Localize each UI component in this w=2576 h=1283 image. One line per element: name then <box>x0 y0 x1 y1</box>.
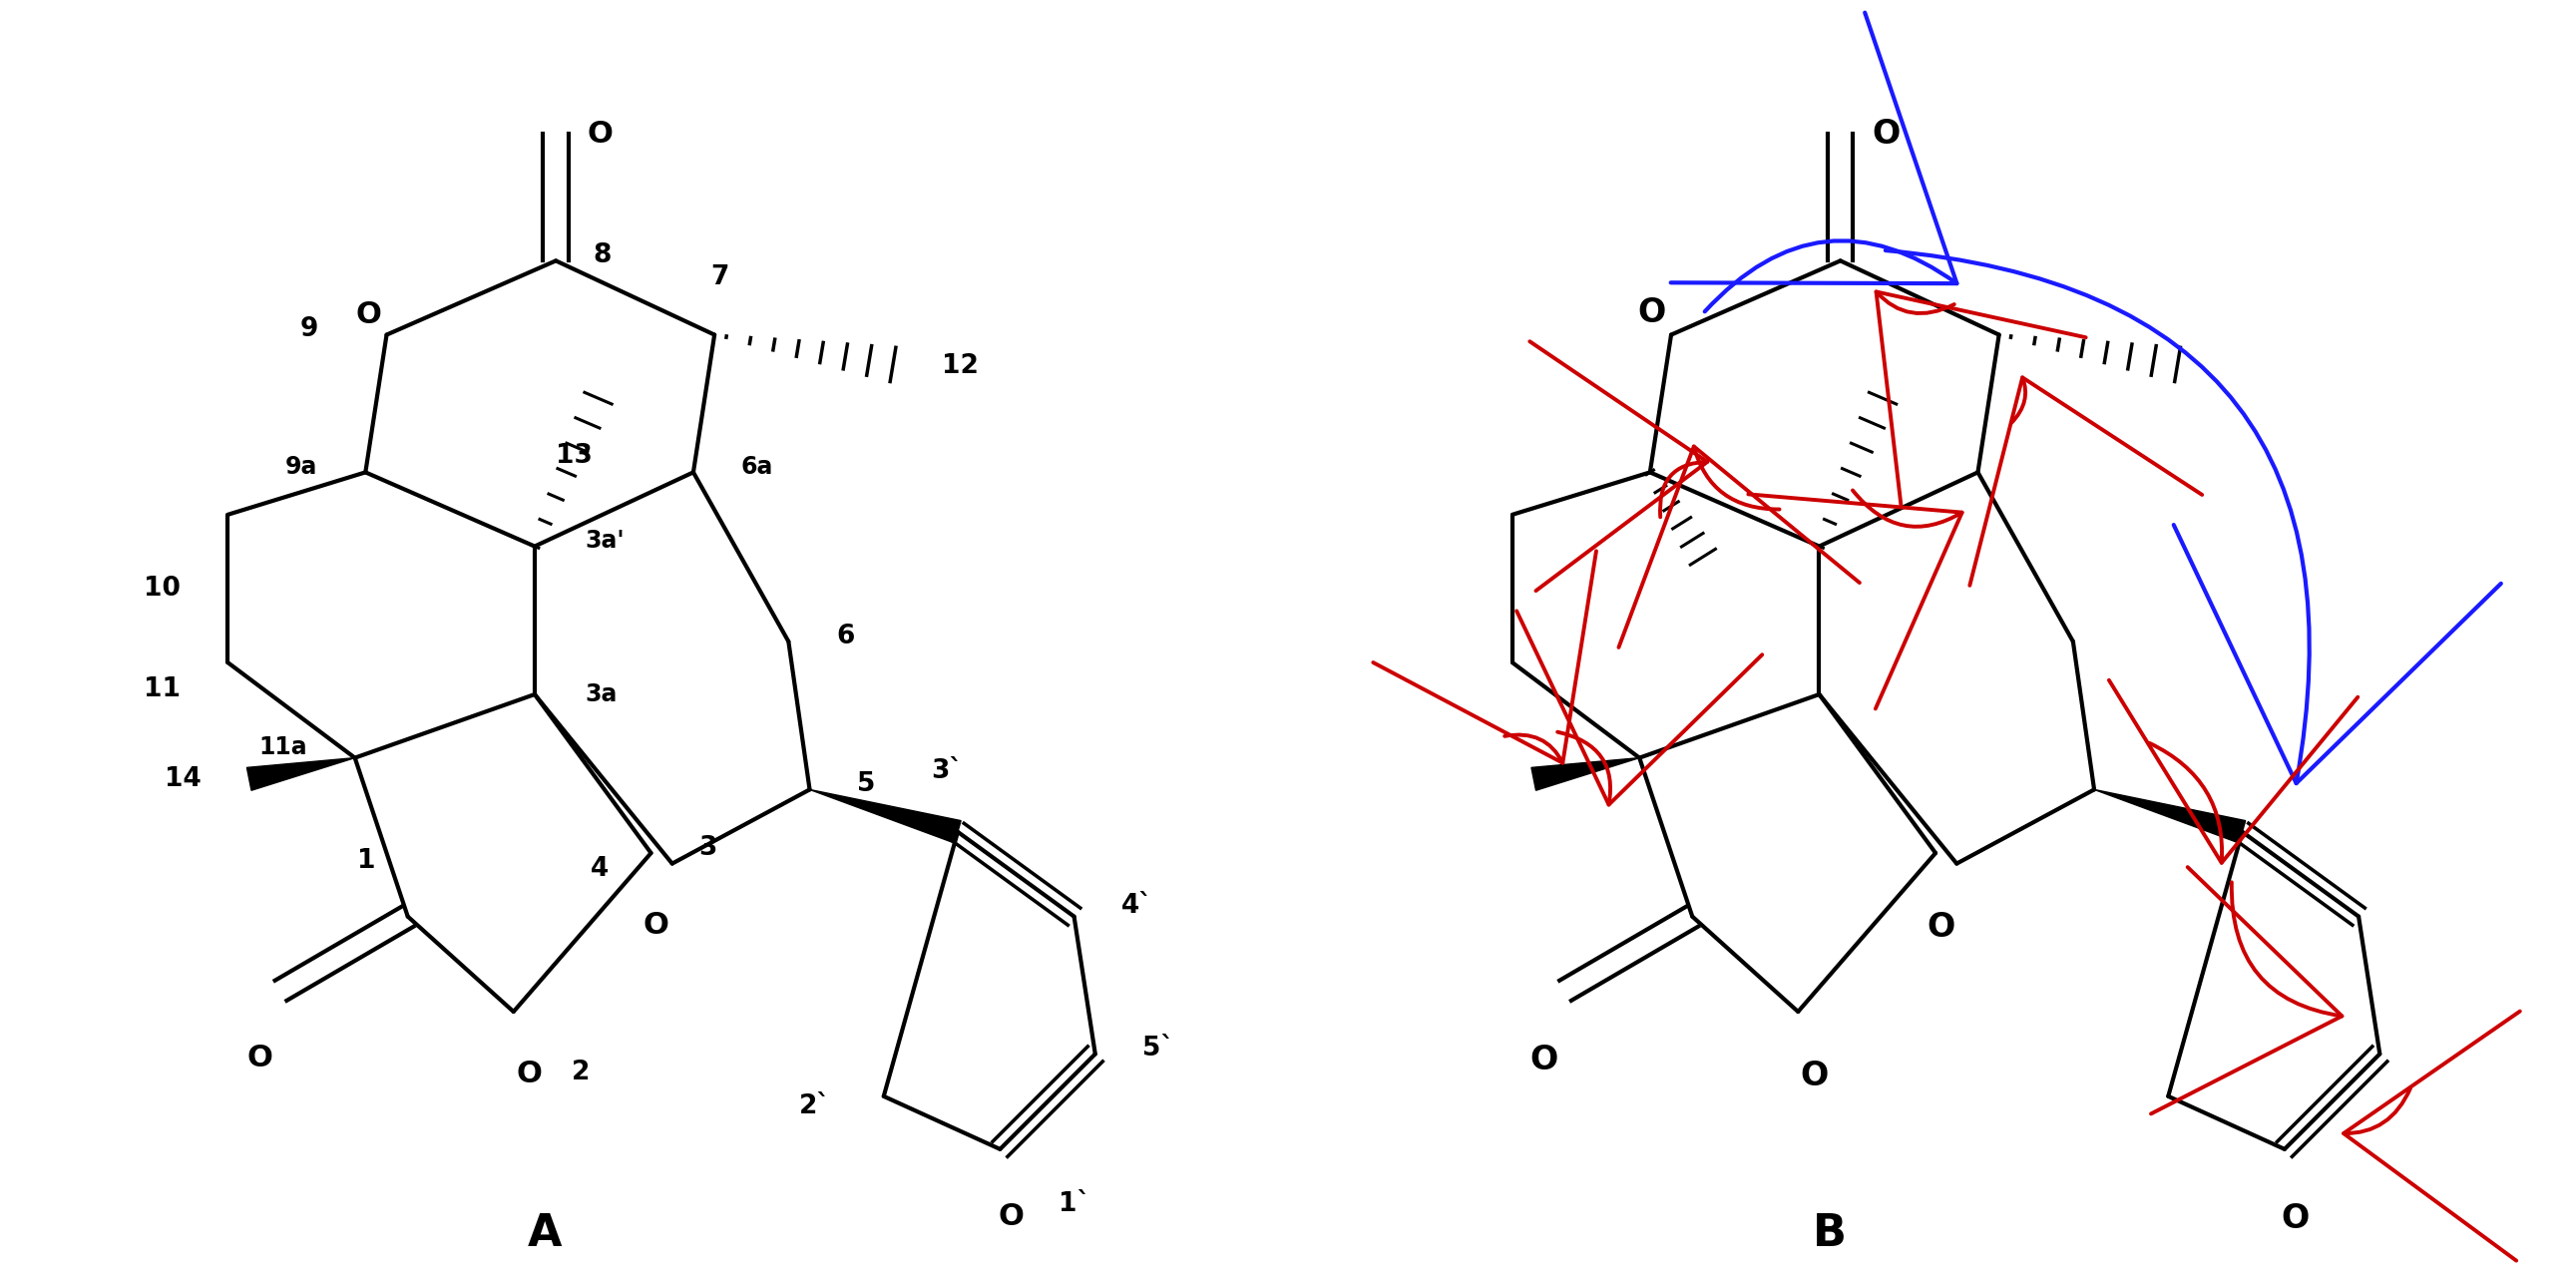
FancyArrowPatch shape <box>1373 550 1597 763</box>
Text: 2: 2 <box>572 1060 590 1085</box>
Text: 6: 6 <box>837 624 855 649</box>
FancyArrowPatch shape <box>1886 250 2501 784</box>
FancyArrowPatch shape <box>1530 341 1708 590</box>
FancyArrowPatch shape <box>2151 867 2342 1114</box>
FancyArrowPatch shape <box>1749 490 1963 708</box>
Text: 12: 12 <box>943 354 979 380</box>
Text: 9: 9 <box>299 317 317 343</box>
Polygon shape <box>1530 758 1638 790</box>
Text: O: O <box>587 119 613 149</box>
Text: 1: 1 <box>358 848 376 874</box>
FancyArrowPatch shape <box>2344 1011 2519 1261</box>
Text: O: O <box>1927 911 1955 944</box>
Text: O: O <box>1873 117 1901 150</box>
Text: 3`: 3` <box>933 758 963 784</box>
Text: 7: 7 <box>711 264 729 290</box>
Polygon shape <box>247 758 355 790</box>
Polygon shape <box>809 789 961 843</box>
FancyArrowPatch shape <box>1618 446 1860 648</box>
Text: O: O <box>1638 296 1667 330</box>
FancyArrowPatch shape <box>2110 680 2357 862</box>
Text: 3a': 3a' <box>585 529 626 553</box>
Text: 1`: 1` <box>1059 1192 1090 1218</box>
Text: 3a: 3a <box>585 683 618 707</box>
Text: 9a: 9a <box>286 455 317 479</box>
Text: 4: 4 <box>590 856 608 881</box>
Text: A: A <box>528 1212 562 1255</box>
Text: 3: 3 <box>698 835 716 861</box>
Text: 14: 14 <box>165 766 201 792</box>
Polygon shape <box>2094 789 2246 843</box>
Text: O: O <box>997 1202 1023 1230</box>
FancyArrowPatch shape <box>1672 13 1958 312</box>
Text: 6a: 6a <box>742 455 773 479</box>
Text: 2`: 2` <box>799 1094 832 1120</box>
Text: O: O <box>515 1060 544 1088</box>
Text: B: B <box>1814 1212 1847 1255</box>
Text: 5: 5 <box>858 771 876 797</box>
Text: 8: 8 <box>592 242 611 268</box>
Text: O: O <box>2282 1202 2308 1236</box>
Text: O: O <box>247 1043 273 1073</box>
Text: O: O <box>1530 1043 1558 1076</box>
Text: 11: 11 <box>144 676 180 702</box>
Text: 13: 13 <box>556 443 592 468</box>
Text: 5`: 5` <box>1144 1035 1175 1061</box>
Text: O: O <box>644 911 670 940</box>
FancyArrowPatch shape <box>1971 377 2202 585</box>
Text: O: O <box>1801 1060 1829 1092</box>
FancyArrowPatch shape <box>1875 291 2087 506</box>
Text: 11a: 11a <box>258 735 307 760</box>
Text: O: O <box>355 300 381 330</box>
Text: 4`: 4` <box>1121 893 1154 919</box>
FancyArrowPatch shape <box>1517 611 1762 804</box>
Text: 10: 10 <box>144 576 180 602</box>
